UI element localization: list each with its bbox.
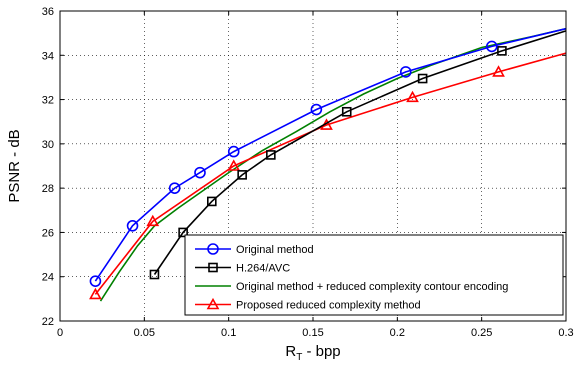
data-point <box>417 73 428 84</box>
legend-label: Original method <box>236 244 314 256</box>
data-point <box>126 219 139 232</box>
series-line <box>94 52 567 295</box>
data-point <box>341 106 352 117</box>
legend-item: H.264/AVC <box>195 263 290 275</box>
data-point <box>146 214 160 227</box>
legend-marker <box>208 262 218 273</box>
x-axis-label-main: R <box>285 343 296 360</box>
legend-item: Proposed reduced complexity method <box>195 297 421 312</box>
x-tick-label: 0.25 <box>471 327 492 339</box>
legend-label: H.264/AVC <box>236 263 290 275</box>
data-point <box>207 196 217 207</box>
x-axis-label-unit: - bpp <box>302 343 340 360</box>
y-tick-label: 24 <box>42 272 54 284</box>
data-point <box>237 170 247 180</box>
data-point <box>178 227 188 238</box>
y-tick-label: 36 <box>42 6 54 18</box>
series-line <box>94 27 567 282</box>
x-tick-label: 0.15 <box>302 327 323 339</box>
legend-label: Original method + reduced complexity con… <box>236 281 508 293</box>
y-tick-label: 22 <box>42 316 54 328</box>
x-tick-label: 0.2 <box>390 327 405 339</box>
series-line <box>153 30 567 275</box>
ticks: 0 0.05 0.1 0.15 0.2 0.25 0.3 22 24 26 28 30 32 34 36 <box>42 6 574 339</box>
data-point <box>492 65 505 77</box>
legend-box <box>184 234 564 316</box>
data-point <box>399 66 412 78</box>
legend-item: Original method + reduced complexity con… <box>195 281 508 293</box>
data-point <box>149 269 160 280</box>
legend-item: Original method <box>195 243 314 256</box>
legend-label: Proposed reduced complexity method <box>236 300 421 312</box>
data-point <box>89 287 102 300</box>
data-point <box>485 40 498 53</box>
legend-marker <box>206 297 220 310</box>
legend: Original method H.264/AVC Original method … <box>184 234 564 316</box>
x-tick-label: 0 <box>57 327 63 339</box>
y-tick-label: 30 <box>42 139 54 151</box>
legend-marker <box>207 243 219 255</box>
x-tick-label: 0.3 <box>558 327 573 339</box>
data-point <box>227 159 241 171</box>
y-tick-label: 26 <box>42 227 54 239</box>
data-point <box>168 182 181 194</box>
data-point <box>406 90 419 103</box>
series-3 <box>89 52 567 300</box>
series-layer <box>89 27 567 302</box>
data-point <box>227 145 240 158</box>
y-tick-label: 32 <box>42 95 54 107</box>
data-point <box>310 103 323 116</box>
data-point <box>266 150 276 160</box>
x-tick-label: 0.05 <box>134 327 155 339</box>
series-0 <box>89 27 567 287</box>
y-tick-label: 34 <box>42 50 54 62</box>
legend-items: Original method H.264/AVC Original method … <box>195 243 508 312</box>
y-tick-label: 28 <box>42 183 54 195</box>
data-point <box>89 275 102 287</box>
data-point <box>194 166 206 179</box>
y-axis-label: PSNR - dB <box>6 129 23 202</box>
data-point <box>497 46 507 56</box>
x-tick-label: 0.1 <box>221 327 236 339</box>
x-axis-label-subscript: T <box>296 352 302 363</box>
series-1 <box>149 30 567 280</box>
x-axis-label: RT - bpp <box>285 343 340 363</box>
